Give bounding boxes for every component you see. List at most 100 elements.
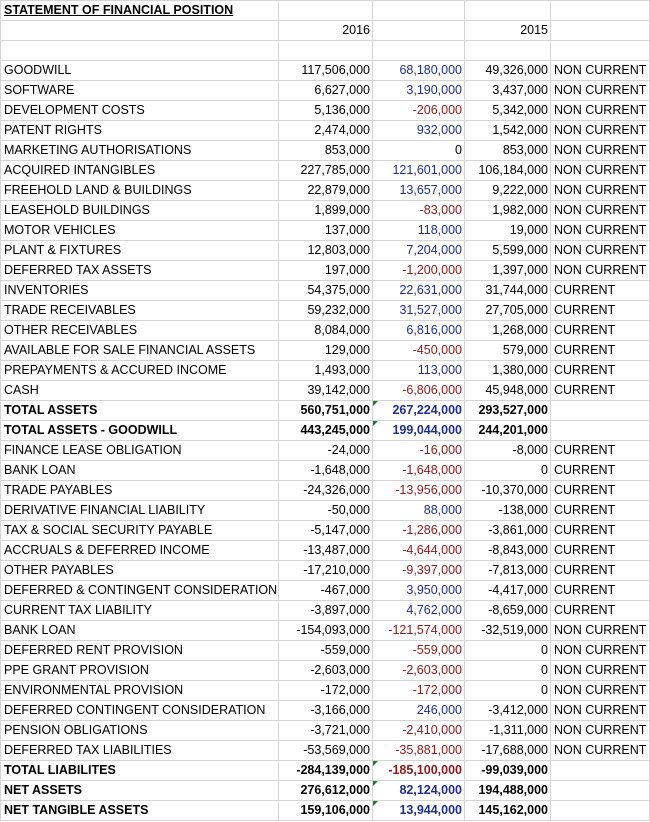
change-value[interactable]: -559,000	[372, 640, 465, 661]
classification[interactable]: NON CURRENT	[550, 200, 650, 221]
change-value[interactable]: 932,000	[372, 120, 465, 141]
change-value[interactable]: 13,944,000	[372, 800, 465, 821]
classification[interactable]: NON CURRENT	[550, 620, 650, 641]
cell[interactable]	[372, 0, 465, 21]
value-2016[interactable]: 276,612,000	[278, 780, 373, 801]
change-value[interactable]: -35,881,000	[372, 740, 465, 761]
classification[interactable]	[550, 420, 650, 441]
change-value[interactable]: -2,410,000	[372, 720, 465, 741]
row-label[interactable]: MARKETING AUTHORISATIONS	[0, 140, 279, 161]
value-2015[interactable]: 5,342,000	[464, 100, 551, 121]
classification[interactable]: NON CURRENT	[550, 60, 650, 81]
value-2016[interactable]: 1,899,000	[278, 200, 373, 221]
classification[interactable]	[550, 800, 650, 821]
value-2016[interactable]: 137,000	[278, 220, 373, 241]
classification[interactable]: NON CURRENT	[550, 260, 650, 281]
value-2016[interactable]: -154,093,000	[278, 620, 373, 641]
cell[interactable]	[550, 0, 650, 21]
value-2016[interactable]: -467,000	[278, 580, 373, 601]
classification[interactable]: CURRENT	[550, 460, 650, 481]
classification[interactable]: CURRENT	[550, 480, 650, 501]
classification[interactable]: NON CURRENT	[550, 240, 650, 261]
value-2015[interactable]: 9,222,000	[464, 180, 551, 201]
value-2016[interactable]: 560,751,000	[278, 400, 373, 421]
row-label[interactable]: NET ASSETS	[0, 780, 279, 801]
classification[interactable]: CURRENT	[550, 320, 650, 341]
value-2015[interactable]: 0	[464, 660, 551, 681]
change-value[interactable]: 13,657,000	[372, 180, 465, 201]
change-value[interactable]: 267,224,000	[372, 400, 465, 421]
value-2016[interactable]: 39,142,000	[278, 380, 373, 401]
value-2016[interactable]: -53,569,000	[278, 740, 373, 761]
change-value[interactable]: 82,124,000	[372, 780, 465, 801]
row-label[interactable]: FINANCE LEASE OBLIGATION	[0, 440, 279, 461]
change-value[interactable]: 0	[372, 140, 465, 161]
change-value[interactable]: -83,000	[372, 200, 465, 221]
row-label[interactable]: PREPAYMENTS & ACCURED INCOME	[0, 360, 279, 381]
value-2015[interactable]: 145,162,000	[464, 800, 551, 821]
change-value[interactable]: -1,286,000	[372, 520, 465, 541]
value-2015[interactable]: 1,380,000	[464, 360, 551, 381]
value-2015[interactable]: 853,000	[464, 140, 551, 161]
classification[interactable]: NON CURRENT	[550, 640, 650, 661]
cell[interactable]	[372, 20, 465, 41]
row-label[interactable]: AVAILABLE FOR SALE FINANCIAL ASSETS	[0, 340, 279, 361]
value-2015[interactable]: -1,311,000	[464, 720, 551, 741]
classification[interactable]: CURRENT	[550, 520, 650, 541]
value-2015[interactable]: 579,000	[464, 340, 551, 361]
cell[interactable]	[550, 20, 650, 41]
value-2015[interactable]: 0	[464, 680, 551, 701]
value-2015[interactable]: -8,000	[464, 440, 551, 461]
cell[interactable]	[278, 0, 373, 21]
value-2016[interactable]: -2,603,000	[278, 660, 373, 681]
value-2015[interactable]: 31,744,000	[464, 280, 551, 301]
value-2016[interactable]: 6,627,000	[278, 80, 373, 101]
value-2016[interactable]: -17,210,000	[278, 560, 373, 581]
row-label[interactable]: PENSION OBLIGATIONS	[0, 720, 279, 741]
classification[interactable]: CURRENT	[550, 580, 650, 601]
value-2016[interactable]: -1,648,000	[278, 460, 373, 481]
value-2015[interactable]: -8,659,000	[464, 600, 551, 621]
classification[interactable]: NON CURRENT	[550, 680, 650, 701]
value-2015[interactable]: 49,326,000	[464, 60, 551, 81]
change-value[interactable]: 118,000	[372, 220, 465, 241]
change-value[interactable]: -4,644,000	[372, 540, 465, 561]
value-2016[interactable]: -3,897,000	[278, 600, 373, 621]
change-value[interactable]: -9,397,000	[372, 560, 465, 581]
change-value[interactable]: -185,100,000	[372, 760, 465, 781]
row-label[interactable]: TOTAL LIABILITES	[0, 760, 279, 781]
classification[interactable]: CURRENT	[550, 360, 650, 381]
cell[interactable]	[0, 40, 279, 61]
classification[interactable]: NON CURRENT	[550, 660, 650, 681]
row-label[interactable]: PLANT & FIXTURES	[0, 240, 279, 261]
change-value[interactable]: 3,190,000	[372, 80, 465, 101]
change-value[interactable]: 246,000	[372, 700, 465, 721]
row-label[interactable]: LEASEHOLD BUILDINGS	[0, 200, 279, 221]
classification[interactable]: NON CURRENT	[550, 720, 650, 741]
change-value[interactable]: 3,950,000	[372, 580, 465, 601]
classification[interactable]: NON CURRENT	[550, 140, 650, 161]
value-2015[interactable]: -138,000	[464, 500, 551, 521]
cell[interactable]	[0, 20, 279, 41]
value-2016[interactable]: 227,785,000	[278, 160, 373, 181]
value-2016[interactable]: 1,493,000	[278, 360, 373, 381]
value-2015[interactable]: -8,843,000	[464, 540, 551, 561]
change-value[interactable]: -13,956,000	[372, 480, 465, 501]
row-label[interactable]: FREEHOLD LAND & BUILDINGS	[0, 180, 279, 201]
value-2016[interactable]: 2,474,000	[278, 120, 373, 141]
value-2015[interactable]: 0	[464, 640, 551, 661]
change-value[interactable]: -172,000	[372, 680, 465, 701]
value-2016[interactable]: 853,000	[278, 140, 373, 161]
change-value[interactable]: 22,631,000	[372, 280, 465, 301]
classification[interactable]: CURRENT	[550, 340, 650, 361]
change-value[interactable]: -16,000	[372, 440, 465, 461]
value-2016[interactable]: -559,000	[278, 640, 373, 661]
value-2016[interactable]: 5,136,000	[278, 100, 373, 121]
change-value[interactable]: -121,574,000	[372, 620, 465, 641]
change-value[interactable]: 68,180,000	[372, 60, 465, 81]
value-2015[interactable]: 1,542,000	[464, 120, 551, 141]
value-2015[interactable]: 5,599,000	[464, 240, 551, 261]
classification[interactable]	[550, 780, 650, 801]
cell[interactable]	[278, 40, 373, 61]
cell[interactable]	[464, 0, 551, 21]
